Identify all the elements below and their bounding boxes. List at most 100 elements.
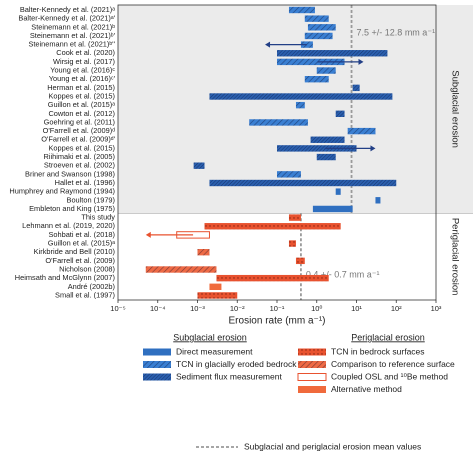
category-label: Cook et al. (2020) — [56, 48, 115, 57]
bar — [288, 240, 296, 247]
legend-label: Sediment flux measurement — [176, 371, 282, 381]
bar — [295, 257, 305, 265]
mean-label: 0.4 +/- 0.7 mm a⁻¹ — [306, 269, 380, 279]
bar — [216, 274, 329, 282]
category-label: Stroeven et al. (2002) — [44, 161, 115, 170]
category-label: André (2002b) — [68, 282, 115, 291]
category-label: Small et al. (1997) — [55, 290, 115, 299]
legend-label: TCN in glacially eroded bedrock — [176, 359, 297, 369]
bar — [375, 197, 381, 204]
category-label: Guillon et al. (2015)ᵃ — [48, 100, 115, 109]
category-label: Heimsath and McGlynn (2007) — [15, 273, 115, 282]
category-label: Balter-Kennedy et al. (2021)ᵃ' — [18, 14, 115, 23]
category-label: Koppes et al. (2015) — [48, 91, 115, 100]
mean-label: 7.5 +/- 12.8 mm a⁻¹ — [357, 27, 436, 37]
bar — [310, 136, 345, 143]
category-label: Cowton et al. (2012) — [48, 109, 115, 118]
legend-label: Alternative method — [331, 384, 402, 394]
bar — [145, 266, 217, 273]
bar — [209, 179, 397, 187]
legend-swatch — [143, 373, 171, 381]
bar — [209, 93, 393, 100]
bar — [316, 153, 336, 161]
group-background — [118, 5, 473, 214]
category-label: O'Farrell et al. (2009)ᵈ — [43, 126, 116, 135]
category-label: Lehmann et al. (2019, 2020) — [22, 221, 115, 230]
category-label: Briner and Swanson (1998) — [25, 169, 115, 178]
category-label: Boulton (1979) — [67, 195, 115, 204]
legend-label: Comparison to reference surface — [331, 359, 455, 369]
x-tick-label: 10⁻⁴ — [150, 304, 166, 313]
category-label: Riihimaki et al. (2005) — [44, 152, 115, 161]
x-tick-label: 10² — [391, 304, 402, 313]
category-label: Nicholson (2008) — [59, 264, 115, 273]
bar — [316, 67, 336, 74]
bar — [209, 283, 222, 290]
bar — [295, 101, 305, 109]
legend-title: Periglacial erosion — [351, 332, 425, 342]
x-tick-label: 10³ — [431, 304, 442, 313]
category-label: Kirkbride and Bell (2010) — [34, 247, 115, 256]
category-label: Sohbati et al. (2018) — [48, 230, 115, 239]
bar — [304, 32, 333, 40]
category-label: Hallet et al. (1996) — [55, 178, 115, 187]
arrow-head — [145, 231, 151, 238]
legend-swatch — [298, 386, 326, 393]
legend-title: Subglacial erosion — [173, 332, 247, 342]
category-label: Steinemann et al. (2021)ᵇ'' — [28, 40, 115, 49]
x-axis-title: Erosion rate (mm a⁻¹) — [229, 316, 326, 327]
x-tick-label: 10⁻¹ — [270, 304, 285, 313]
category-label: Wirsig et al. (2017) — [53, 57, 115, 66]
category-label: This study — [81, 213, 115, 222]
x-tick-label: 10⁻⁵ — [110, 304, 125, 313]
group-label: Subglacial erosion — [449, 70, 460, 148]
arrow-head — [358, 58, 364, 65]
category-label: Steinemann et al. (2021)ᵇ — [31, 22, 115, 31]
category-label: Humphrey and Raymond (1994) — [9, 187, 115, 196]
category-label: Guillon et al. (2015)ᵃ — [48, 239, 115, 248]
legend-label: Coupled OSL and ¹⁰Be method — [331, 371, 448, 381]
bar — [249, 119, 308, 126]
bar — [197, 249, 210, 256]
arrow-head — [265, 41, 271, 48]
bar — [307, 24, 336, 31]
bar — [352, 84, 360, 92]
bar — [288, 214, 301, 221]
x-tick-label: 10¹ — [351, 304, 362, 313]
category-label: Steinemann et al. (2021)ᵇ' — [30, 31, 116, 40]
category-label: Herman et al. (2015) — [47, 83, 115, 92]
bar — [312, 205, 353, 213]
bar — [193, 162, 205, 169]
category-label: Balter-Kennedy et al. (2021)ᵃ — [20, 5, 115, 14]
legend-label: Direct measurement — [176, 346, 253, 356]
legend-swatch — [297, 373, 327, 381]
bar — [277, 50, 388, 57]
category-label: Embleton and King (1975) — [29, 204, 115, 213]
bar — [277, 58, 345, 66]
bar — [288, 6, 315, 14]
x-tick-label: 10⁻³ — [190, 304, 205, 313]
category-label: Young et al. (2016)ᶜ' — [49, 74, 116, 83]
bar — [277, 171, 301, 178]
x-tick-label: 10⁻² — [230, 304, 245, 313]
arrow-head — [370, 145, 376, 152]
legend-label: TCN in bedrock surfaces — [331, 346, 425, 356]
legend-swatch — [143, 361, 171, 368]
bar — [277, 145, 357, 152]
bar — [335, 110, 345, 117]
legend-swatch — [298, 348, 326, 356]
category-label: Goehring et al. (2011) — [44, 117, 115, 126]
category-label: O'Farrell et al. (2009) — [45, 256, 115, 265]
legend-swatch — [143, 348, 171, 356]
bar — [304, 76, 329, 83]
bar — [204, 223, 341, 230]
bar — [304, 15, 329, 22]
x-tick-label: 10⁰ — [311, 304, 322, 313]
category-label: Koppes et al. (2015) — [48, 143, 115, 152]
bar — [197, 292, 238, 299]
category-label: O'Farrell et al. (2009)ᵈ' — [41, 135, 115, 144]
category-label: Young et al. (2016)ᶜ — [50, 66, 115, 75]
bar — [347, 127, 376, 135]
legend-swatch — [298, 361, 326, 368]
